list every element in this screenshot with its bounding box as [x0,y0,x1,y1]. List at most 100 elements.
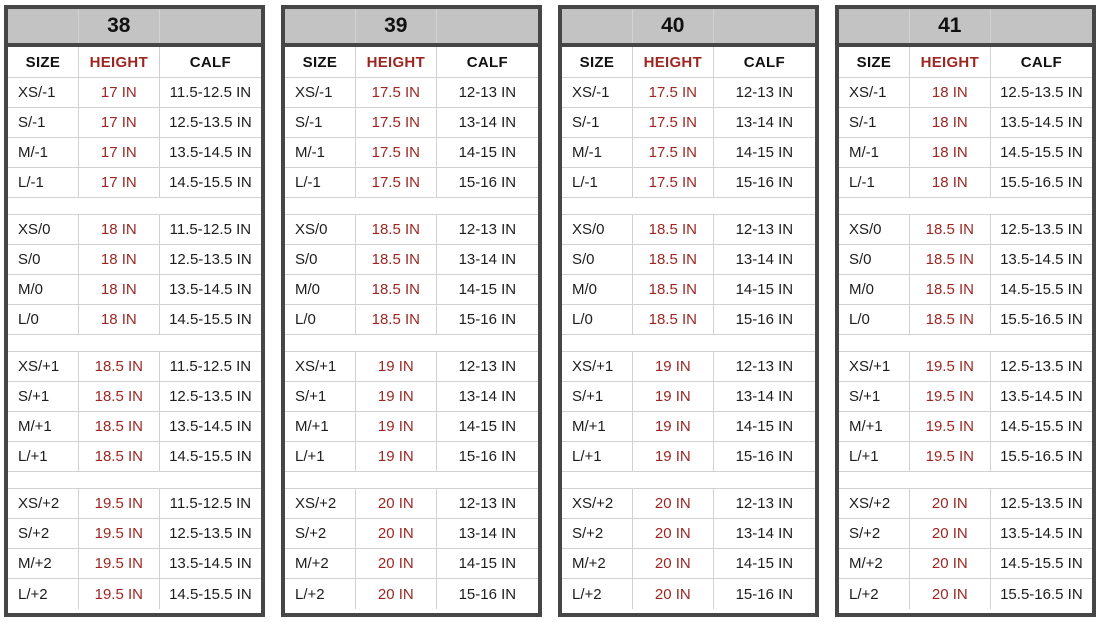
calf-cell: 13-14 IN [735,525,794,542]
size-cell: L/+1 [8,442,79,471]
height-cell: 17.5 IN [633,138,714,167]
calf-cell: 13-14 IN [735,114,794,131]
size-cell: M/-1 [562,138,633,167]
height-cell: 18.5 IN [79,352,160,381]
size-cell: S/+1 [8,382,79,411]
table-row: L/0 18 IN 14.5-15.5 IN [8,305,261,335]
calf-cell: 12.5-13.5 IN [1000,358,1083,375]
calf-cell: 13-14 IN [458,525,517,542]
size-cell: XS/+1 [839,352,910,381]
height-cell: 20 IN [633,579,714,609]
height-cell: 20 IN [356,549,437,578]
group-spacer [839,335,1092,352]
size-cell: S/+2 [839,519,910,548]
calf-cell: 15.5-16.5 IN [1000,585,1083,603]
table-row: M/+1 19 IN 14-15 IN [562,412,815,442]
height-cell: 18 IN [79,305,160,334]
height-cell: 18 IN [79,245,160,274]
calf-cell: 13.5-14.5 IN [169,281,252,298]
height-cell: 18.5 IN [79,412,160,441]
height-cell: 18.5 IN [356,215,437,244]
col-header-size: SIZE [285,47,356,77]
size-cell: S/0 [8,245,79,274]
table-row: M/+2 19.5 IN 13.5-14.5 IN [8,549,261,579]
calf-cell: 14-15 IN [735,418,794,435]
size-cell: L/+2 [839,579,910,609]
table-row: L/-1 17 IN 14.5-15.5 IN [8,168,261,198]
group-spacer [562,198,815,215]
height-cell: 19.5 IN [79,549,160,578]
col-header-size: SIZE [562,47,633,77]
calf-cell: 15.5-16.5 IN [1000,311,1083,328]
table-row: S/-1 17 IN 12.5-13.5 IN [8,108,261,138]
band-cell-center: 39 [356,9,437,43]
band-cell-left [562,9,633,43]
col-header-height: HEIGHT [356,47,437,77]
size-cell: L/0 [285,305,356,334]
table-row: S/0 18.5 IN 13-14 IN [562,245,815,275]
column-header-row: SIZE HEIGHT CALF [562,47,815,78]
size-cell: M/+1 [285,412,356,441]
size-cell: M/0 [8,275,79,304]
table-row: L/+2 20 IN 15-16 IN [285,579,538,609]
table-row: L/+1 19.5 IN 15.5-16.5 IN [839,442,1092,472]
height-cell: 18.5 IN [633,245,714,274]
band-cell-center: 38 [79,9,160,43]
height-cell: 17.5 IN [356,168,437,197]
col-header-size: SIZE [839,47,910,77]
calf-cell: 15-16 IN [458,585,517,603]
table-title-band: 39 [285,9,538,47]
col-header-calf: CALF [466,53,508,71]
table-row: S/+2 19.5 IN 12.5-13.5 IN [8,519,261,549]
calf-cell: 14.5-15.5 IN [1000,555,1083,572]
calf-cell: 13-14 IN [458,388,517,405]
col-header-calf: CALF [1020,53,1062,71]
height-cell: 17 IN [79,138,160,167]
calf-cell: 11.5-12.5 IN [169,358,252,375]
table-title-band: 40 [562,9,815,47]
size-cell: L/+1 [562,442,633,471]
size-cell: S/0 [285,245,356,274]
calf-cell: 12.5-13.5 IN [1000,221,1083,238]
size-cell: XS/+1 [562,352,633,381]
height-cell: 17.5 IN [633,108,714,137]
table-row: M/+1 19.5 IN 14.5-15.5 IN [839,412,1092,442]
table-row: XS/0 18 IN 11.5-12.5 IN [8,215,261,245]
size-cell: S/0 [562,245,633,274]
height-cell: 19 IN [633,412,714,441]
table-row: L/0 18.5 IN 15-16 IN [562,305,815,335]
height-cell: 18.5 IN [633,305,714,334]
table-row: S/+2 20 IN 13-14 IN [285,519,538,549]
calf-cell: 13-14 IN [735,388,794,405]
table-title-band: 38 [8,9,261,47]
table-row: L/0 18.5 IN 15.5-16.5 IN [839,305,1092,335]
size-table-41: 41 SIZE HEIGHT CALF XS/-1 18 IN 12.5-13.… [835,5,1096,617]
group-spacer [285,472,538,489]
height-cell: 18.5 IN [910,245,991,274]
calf-cell: 14-15 IN [458,281,517,298]
calf-cell: 15.5-16.5 IN [1000,448,1083,465]
size-cell: L/-1 [839,168,910,197]
size-cell: M/+2 [562,549,633,578]
height-cell: 19.5 IN [910,382,991,411]
calf-cell: 12-13 IN [458,221,517,238]
table-row: XS/+1 18.5 IN 11.5-12.5 IN [8,352,261,382]
table-row: M/-1 17.5 IN 14-15 IN [562,138,815,168]
col-header-height: HEIGHT [910,47,991,77]
height-cell: 18.5 IN [633,275,714,304]
calf-cell: 14.5-15.5 IN [1000,281,1083,298]
height-cell: 19 IN [356,382,437,411]
size-cell: S/0 [839,245,910,274]
size-cell: XS/+1 [8,352,79,381]
size-cell: XS/-1 [8,78,79,107]
size-cell: XS/0 [285,215,356,244]
height-cell: 19.5 IN [79,489,160,518]
column-header-row: SIZE HEIGHT CALF [839,47,1092,78]
size-cell: XS/-1 [839,78,910,107]
height-cell: 20 IN [633,549,714,578]
height-cell: 19.5 IN [910,352,991,381]
table-row: M/+2 20 IN 14-15 IN [285,549,538,579]
height-cell: 17.5 IN [356,78,437,107]
height-cell: 17 IN [79,78,160,107]
calf-cell: 12.5-13.5 IN [169,114,252,131]
